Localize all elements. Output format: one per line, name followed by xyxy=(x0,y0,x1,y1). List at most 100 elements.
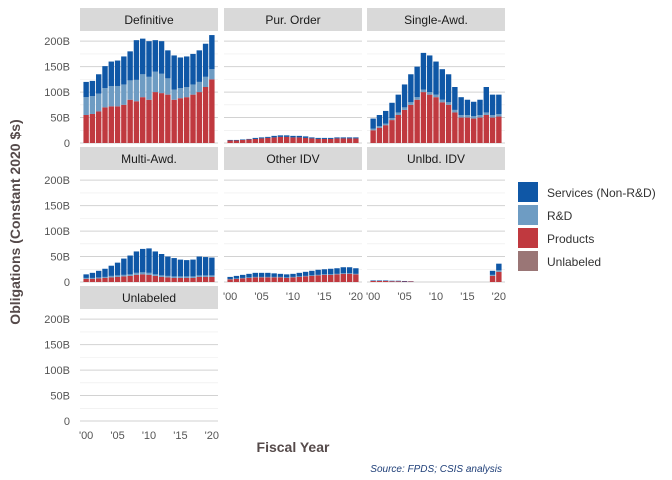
bar-single-awd-services-non-r-d-2019 xyxy=(489,94,496,115)
bar-other-idv-services-non-r-d-2005 xyxy=(258,272,265,277)
bar-single-awd-r-d-2000 xyxy=(370,128,376,131)
bar-pur-order-services-non-r-d-2000 xyxy=(227,139,233,141)
bar-other-idv-r-d-2018 xyxy=(340,273,346,274)
bar-unlbd-idv-services-non-r-d-2004 xyxy=(395,280,401,282)
bar-single-awd-products-2013 xyxy=(452,112,458,143)
bar-definitive-r-d-2011 xyxy=(152,71,158,93)
x-tick-label: '05 xyxy=(254,291,268,303)
bar-single-awd-products-2006 xyxy=(408,104,414,143)
bar-single-awd-products-2014 xyxy=(458,117,464,143)
bar-definitive-r-d-2001 xyxy=(89,96,96,114)
legend-swatch-r-d xyxy=(518,205,538,225)
bar-pur-order-products-2001 xyxy=(233,140,240,143)
facet-strip-unlabeled xyxy=(80,286,218,309)
bar-pur-order-products-2010 xyxy=(290,137,296,143)
bar-pur-order-services-non-r-d-2016 xyxy=(328,137,334,139)
bar-multi-awd-r-d-2005 xyxy=(114,275,121,277)
y-tick-label: 200B xyxy=(44,314,70,326)
panel-background-pur-order xyxy=(224,31,362,147)
bar-other-idv-r-d-2007 xyxy=(271,276,277,278)
bar-multi-awd-r-d-2009 xyxy=(140,272,146,275)
bar-multi-awd-products-2007 xyxy=(127,275,133,282)
bar-definitive-products-2003 xyxy=(102,107,108,143)
facet-title-single-awd: Single-Awd. xyxy=(404,13,468,27)
bar-other-idv-services-non-r-d-2019 xyxy=(346,267,353,274)
bar-single-awd-products-2008 xyxy=(420,92,427,143)
bar-definitive-services-non-r-d-2008 xyxy=(133,40,140,80)
bar-single-awd-products-2015 xyxy=(464,117,471,143)
panel-background-other-idv xyxy=(224,170,362,286)
facet-title-definitive: Definitive xyxy=(124,13,174,27)
bar-definitive-products-2002 xyxy=(96,111,102,143)
bar-definitive-r-d-2003 xyxy=(102,88,108,108)
bar-definitive-services-non-r-d-2017 xyxy=(190,53,196,85)
bar-definitive-services-non-r-d-2009 xyxy=(140,38,146,75)
bar-single-awd-services-non-r-d-2013 xyxy=(452,87,458,110)
bar-definitive-products-2000 xyxy=(83,115,89,143)
bar-other-idv-r-d-2006 xyxy=(265,276,271,278)
bar-definitive-services-non-r-d-2018 xyxy=(196,50,202,82)
x-tick-label: '20 xyxy=(205,430,219,442)
y-tick-label: 50B xyxy=(50,391,70,403)
bar-other-idv-products-2015 xyxy=(321,274,328,282)
bar-definitive-r-d-2020 xyxy=(209,69,215,80)
x-tick-label: '20 xyxy=(349,291,363,303)
bar-single-awd-r-d-2002 xyxy=(383,123,389,126)
bar-other-idv-r-d-2016 xyxy=(328,274,334,275)
x-axis-title: Fiscal Year xyxy=(257,439,330,455)
x-tick-label: '15 xyxy=(317,291,331,303)
bar-definitive-products-2008 xyxy=(133,101,140,143)
bar-pur-order-services-non-r-d-2010 xyxy=(290,135,296,138)
bar-definitive-products-2014 xyxy=(171,99,177,143)
bar-pur-order-services-non-r-d-2017 xyxy=(334,137,340,139)
facet-strip-unlbd-idv xyxy=(367,147,505,170)
x-tick-label: '05 xyxy=(110,430,124,442)
bar-definitive-products-2015 xyxy=(177,98,184,143)
bar-single-awd-services-non-r-d-2017 xyxy=(477,99,483,115)
bar-single-awd-r-d-2013 xyxy=(452,109,458,113)
bar-definitive-products-2001 xyxy=(89,113,96,143)
bar-definitive-products-2010 xyxy=(146,99,152,143)
legend-label-r-d: R&D xyxy=(547,209,573,223)
bar-unlbd-idv-services-non-r-d-2019 xyxy=(489,270,496,275)
facet-title-unlabeled: Unlabeled xyxy=(122,291,176,305)
bar-pur-order-services-non-r-d-2012 xyxy=(302,136,309,138)
x-tick-label: '15 xyxy=(460,291,474,303)
bar-multi-awd-products-2000 xyxy=(83,278,89,282)
bar-single-awd-products-2011 xyxy=(439,102,445,143)
bar-definitive-products-2019 xyxy=(202,87,209,143)
bar-definitive-r-d-2004 xyxy=(108,85,114,107)
bar-other-idv-r-d-2011 xyxy=(296,276,302,277)
bar-definitive-services-non-r-d-2004 xyxy=(108,61,114,86)
bar-other-idv-services-non-r-d-2009 xyxy=(284,274,290,278)
bar-other-idv-r-d-2002 xyxy=(240,277,246,279)
bar-other-idv-services-non-r-d-2018 xyxy=(340,267,346,274)
bar-definitive-services-non-r-d-2005 xyxy=(114,60,121,86)
bar-single-awd-services-non-r-d-2011 xyxy=(439,69,445,100)
x-tick-label: '10 xyxy=(429,291,443,303)
bar-definitive-services-non-r-d-2000 xyxy=(83,81,89,98)
bar-single-awd-products-2012 xyxy=(445,104,452,143)
bar-multi-awd-products-2019 xyxy=(202,276,209,282)
bar-single-awd-services-non-r-d-2002 xyxy=(383,110,389,124)
bar-other-idv-services-non-r-d-2015 xyxy=(321,269,328,275)
bar-pur-order-services-non-r-d-2011 xyxy=(296,135,302,138)
y-tick-label: 100B xyxy=(44,226,70,238)
bar-pur-order-products-2017 xyxy=(334,138,340,143)
legend-swatch-services-non-r-d xyxy=(518,182,538,202)
bar-other-idv-services-non-r-d-2007 xyxy=(271,273,277,277)
bar-other-idv-services-non-r-d-2010 xyxy=(290,273,296,277)
bar-multi-awd-products-2002 xyxy=(96,278,102,282)
bar-pur-order-products-2006 xyxy=(265,137,271,143)
bar-multi-awd-products-2016 xyxy=(184,277,190,282)
bar-other-idv-products-2012 xyxy=(302,276,309,282)
y-tick-label: 150B xyxy=(44,62,70,74)
bar-multi-awd-r-d-2002 xyxy=(96,277,102,279)
bar-definitive-r-d-2000 xyxy=(83,97,89,115)
bar-multi-awd-r-d-2007 xyxy=(127,274,133,276)
bar-multi-awd-r-d-2001 xyxy=(89,277,96,279)
bar-other-idv-products-2008 xyxy=(277,277,284,282)
bar-other-idv-services-non-r-d-2014 xyxy=(315,269,321,275)
bar-single-awd-products-2000 xyxy=(370,130,376,143)
bar-single-awd-products-2001 xyxy=(376,127,383,143)
